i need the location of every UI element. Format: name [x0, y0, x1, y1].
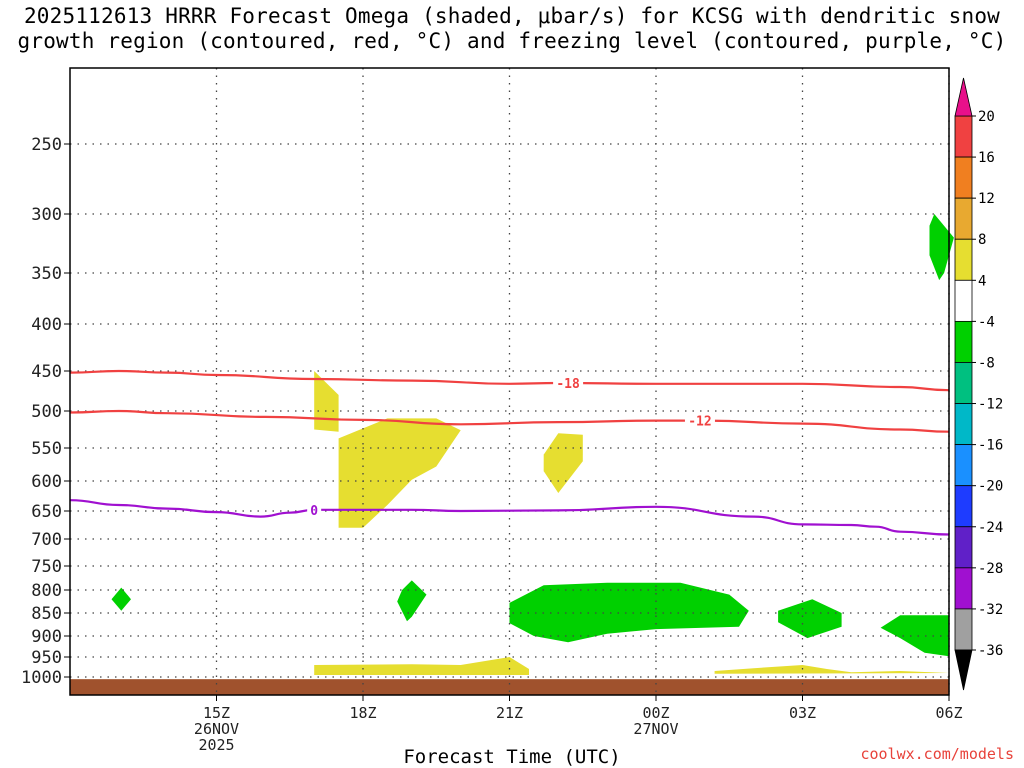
omega-region-6	[111, 587, 131, 611]
omega-region-7	[397, 580, 427, 622]
y-tick-label: 250	[31, 135, 62, 155]
colorbar-band	[954, 526, 973, 569]
omega-region-3	[314, 657, 529, 675]
contour-label: 0	[310, 504, 318, 519]
contour-label-bg	[553, 376, 584, 391]
contour-line-1	[69, 409, 950, 433]
colorbar-label: 20	[978, 109, 995, 125]
colorbar-band	[954, 362, 973, 404]
colorbar-label: -20	[978, 479, 1003, 495]
chart-title-line2: growth region (contoured, red, °C) and f…	[17, 29, 1007, 53]
contours-layer: -18 -12 0	[69, 369, 950, 536]
omega-region-1	[338, 418, 461, 528]
colorbar-label: 16	[978, 150, 995, 166]
surface-fill	[70, 679, 949, 695]
y-tick-label: 650	[31, 502, 62, 522]
colorbar-label: -32	[978, 602, 1003, 618]
y-tick-label: 750	[31, 557, 62, 577]
colorbar-band	[954, 444, 973, 487]
colorbar-label: -16	[978, 438, 1003, 454]
surface-layer	[70, 679, 949, 695]
colorbar-label: 4	[978, 273, 986, 289]
y-tick-label: 350	[31, 264, 62, 284]
colorbar-band	[954, 403, 973, 446]
x-tick-label: 2025	[198, 736, 234, 754]
omega-shading-layer	[111, 214, 954, 675]
x-axis-title: Forecast Time (UTC)	[403, 746, 621, 768]
gridlines	[70, 68, 950, 695]
x-tick-label: 18Z	[349, 704, 376, 722]
y-tick-label: 1000	[21, 668, 62, 688]
colorbar-band	[954, 197, 973, 240]
colorbar-band	[954, 485, 973, 528]
y-tick-label: 900	[31, 627, 62, 647]
colorbar-bottom-arrow	[954, 649, 973, 691]
colorbar-label: -36	[978, 643, 1003, 659]
x-tick-label: 27NOV	[633, 720, 678, 738]
colorbar-band	[954, 320, 973, 363]
x-tick-label: 26NOV	[194, 720, 239, 738]
colorbar-label: 12	[978, 191, 995, 207]
chart-title: 2025112613 HRRR Forecast Omega (shaded, …	[0, 4, 1024, 54]
colorbar-band	[954, 238, 973, 281]
x-tick-label: 21Z	[496, 704, 523, 722]
colorbar-top-arrow	[954, 77, 973, 117]
y-tick-label: 450	[31, 362, 62, 382]
omega-region-9	[778, 599, 842, 639]
omega-region-8	[509, 582, 749, 643]
colorbar-label: -8	[978, 355, 995, 371]
chart-title-line1: 2025112613 HRRR Forecast Omega (shaded, …	[23, 4, 1001, 28]
colorbar-label: 8	[978, 232, 986, 248]
y-tick-label: 600	[31, 472, 62, 492]
colorbar-label: -4	[978, 314, 995, 330]
contour-label-bg	[684, 413, 715, 428]
y-tick-label: 400	[31, 315, 62, 335]
colorbar-label: -12	[978, 397, 1003, 413]
colorbar-band	[954, 608, 973, 651]
y-tick-label: 300	[31, 205, 62, 225]
y-tick-label: 550	[31, 439, 62, 459]
colorbar-label: -24	[978, 520, 1003, 536]
omega-region-2	[543, 433, 583, 493]
contour-label-bg	[307, 502, 322, 517]
omega-region-10	[880, 615, 949, 657]
omega-region-0	[314, 371, 339, 432]
y-tick-label: 850	[31, 604, 62, 624]
credit-text: coolwx.com/models	[860, 745, 1014, 763]
colorbar: 20 16 12 8 4 -4 -8 -12 -16 -20 -24 -28 -32 -36	[954, 77, 1003, 691]
y-tick-label: 800	[31, 581, 62, 601]
colorbar-band	[954, 279, 973, 322]
x-tick-label: 15Z	[203, 704, 230, 722]
contour-label: -18	[556, 377, 580, 392]
omega-region-4	[714, 665, 949, 674]
contour-line-2	[69, 499, 950, 536]
colorbar-band	[954, 567, 973, 610]
x-tick-label: 06Z	[935, 704, 962, 722]
x-tick-label: 03Z	[789, 704, 816, 722]
omega-region-5	[929, 214, 954, 281]
y-tick-label: 700	[31, 530, 62, 550]
colorbar-band	[954, 156, 973, 199]
y-axis: 250 300 350 400 450 500 550 600 650 700 750 800 850 9…	[21, 135, 70, 688]
x-tick-label: 00Z	[642, 704, 669, 722]
colorbar-band	[954, 115, 973, 158]
contour-label: -12	[688, 415, 711, 430]
y-tick-label: 950	[31, 648, 62, 668]
contour-line-0	[69, 369, 950, 392]
y-tick-label: 500	[31, 402, 62, 422]
colorbar-label: -28	[978, 561, 1003, 577]
